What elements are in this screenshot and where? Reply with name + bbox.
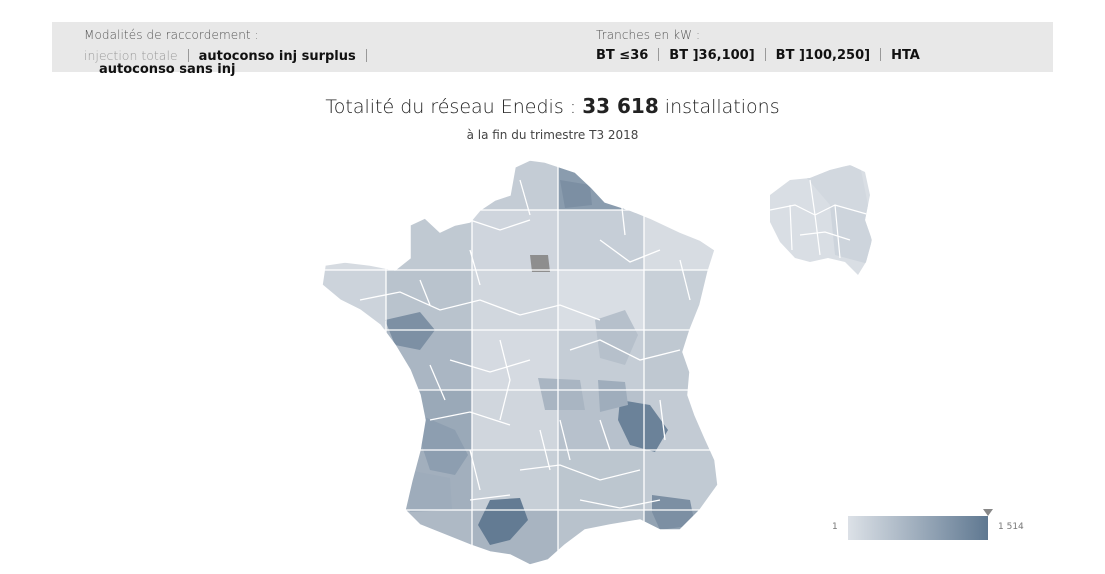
legend-min-value: 1 — [832, 522, 838, 532]
department-gironde[interactable] — [420, 415, 468, 475]
idf-inset — [770, 165, 872, 275]
tranches-label: Tranches en kW : — [596, 28, 701, 42]
legend-max-value: 1 514 — [998, 522, 1024, 532]
department[interactable] — [300, 270, 386, 330]
department[interactable] — [644, 210, 730, 270]
department-landes[interactable] — [408, 470, 452, 512]
department[interactable] — [386, 210, 472, 270]
department-paris-area[interactable] — [530, 255, 550, 272]
option-bt-36-100[interactable]: BT ]36,100] — [669, 48, 755, 63]
departments — [300, 150, 730, 570]
title-suffix: installations — [658, 96, 780, 118]
department[interactable] — [644, 270, 730, 330]
color-scale-legend — [848, 516, 988, 540]
option-autoconso-sans-inj[interactable]: autoconso sans inj — [99, 62, 236, 77]
department-nord[interactable] — [560, 180, 592, 208]
department-drome[interactable] — [618, 400, 668, 452]
separator — [658, 48, 660, 61]
tranches-options: BT ≤36 BT ]36,100] BT ]100,250] HTA — [596, 48, 920, 63]
department[interactable] — [300, 390, 386, 450]
department[interactable] — [598, 380, 628, 412]
department[interactable] — [386, 150, 472, 210]
map-subtitle: à la fin du trimestre T3 2018 — [466, 128, 639, 142]
department[interactable] — [300, 150, 386, 210]
department-var[interactable] — [652, 495, 695, 530]
separator — [880, 48, 882, 61]
department[interactable] — [595, 310, 638, 365]
department[interactable] — [472, 150, 558, 210]
legend-marker-icon — [983, 509, 993, 516]
department[interactable] — [300, 510, 386, 570]
department-loire-atlantique[interactable] — [385, 312, 435, 350]
idf-borders — [770, 179, 871, 259]
option-bt-100-250[interactable]: BT ]100,250] — [775, 48, 871, 63]
filter-bar: Modalités de raccordement : injection to… — [52, 22, 1053, 77]
installation-count: 33 618 — [582, 94, 659, 118]
modalites-filter: Modalités de raccordement : injection to… — [84, 28, 377, 64]
department[interactable] — [472, 270, 558, 330]
option-autoconso-inj-surplus[interactable]: autoconso inj surplus — [198, 49, 356, 64]
option-bt-36[interactable]: BT ≤36 — [596, 48, 649, 63]
france-outline — [321, 159, 719, 566]
department[interactable] — [538, 378, 585, 410]
separator — [187, 49, 189, 62]
separator — [365, 49, 367, 62]
department[interactable] — [300, 330, 386, 390]
department[interactable] — [644, 150, 730, 210]
department[interactable] — [300, 210, 386, 270]
idf-department[interactable] — [830, 205, 872, 265]
department[interactable] — [300, 450, 386, 510]
title-prefix: Totalité du réseau Enedis : — [325, 96, 583, 118]
option-injection-totale[interactable]: injection totale — [84, 48, 178, 63]
modalites-options: injection totale autoconso inj surplus — [84, 48, 377, 64]
map-title: Totalité du réseau Enedis : 33 618 insta… — [0, 94, 1105, 118]
tranches-filter: Tranches en kW : BT ≤36 BT ]36,100] BT ]10… — [596, 28, 920, 63]
separator — [764, 48, 766, 61]
idf-department[interactable] — [800, 165, 870, 215]
option-hta[interactable]: HTA — [891, 48, 920, 63]
modalites-label: Modalités de raccordement : — [84, 28, 259, 42]
